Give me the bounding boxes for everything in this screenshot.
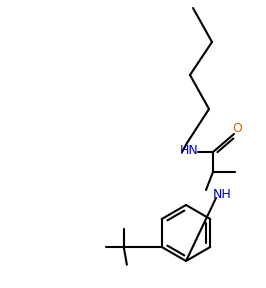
Text: NH: NH — [213, 187, 232, 200]
Text: O: O — [232, 122, 242, 135]
Text: HN: HN — [180, 143, 198, 156]
